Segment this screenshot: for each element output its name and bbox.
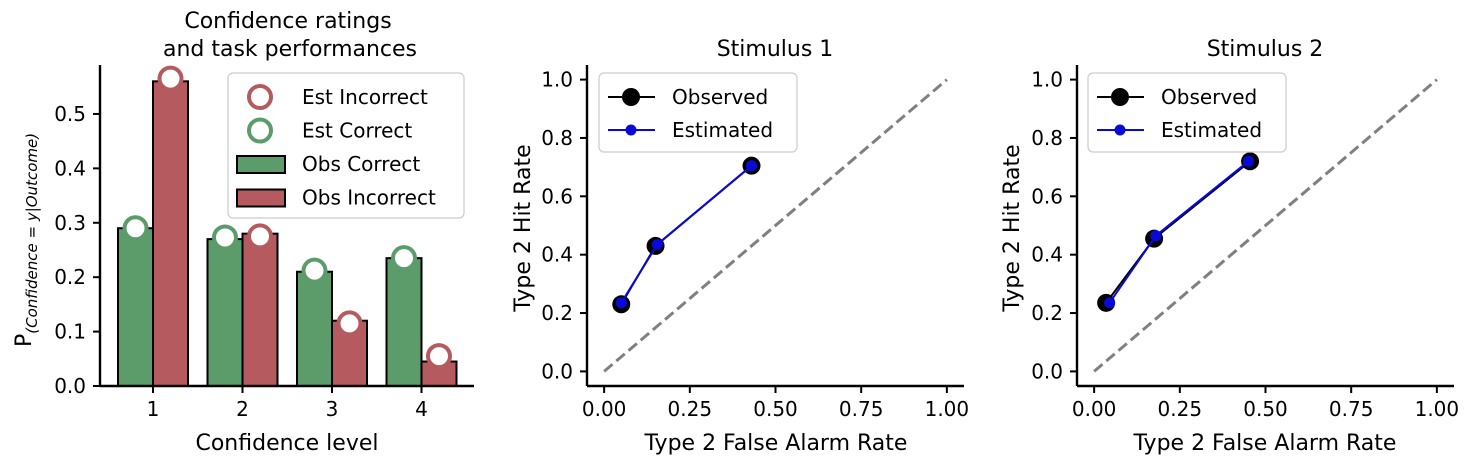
estimated-point [1104,297,1116,309]
y-tick-label: 0.2 [1031,301,1063,325]
y-tick-label: 0.4 [541,243,573,267]
roc-legend [598,72,798,153]
x-tick-label: 0.00 [582,397,627,421]
x-tick-label: 0.00 [1072,397,1117,421]
x-tick-label: 2 [236,397,249,421]
legend-marker [1111,88,1129,106]
y-tick-label: 0.3 [54,211,86,235]
x-tick-label: 1.00 [1415,397,1460,421]
bar-obs-correct [385,257,423,388]
x-tick-label: 0.75 [1329,397,1374,421]
bar-obs-correct [206,238,244,387]
legend-label: Observed [672,85,768,109]
x-tick-label: 0.75 [839,397,884,421]
y-tick-label: 0.6 [541,184,573,208]
marker-est-incorrect [426,343,452,370]
legend-marker [625,124,637,136]
legend-marker [622,88,640,106]
y-tick-label: 0.0 [1031,359,1063,383]
marker-est-correct [301,257,328,284]
estimated-line [1108,160,1249,304]
x-tick-label: 0.50 [1243,397,1288,421]
bar-chart-title-line2: and task performances [163,37,417,62]
observed-line [1105,160,1251,304]
bar-chart-y-axis-label: P(Confidence = y|Outcome) [12,133,41,347]
legend-label: Obs Incorrect [302,186,436,210]
marker-est-incorrect [247,223,273,250]
legend-label: Est Correct [302,119,412,143]
y-tick-label: 0.0 [541,359,573,383]
chance-diagonal-line [1093,78,1438,373]
y-tick-label: 1.0 [1031,68,1063,92]
legend-label: Observed [1161,85,1257,109]
y-label-subscript: (Confidence = y|Outcome) [23,133,41,334]
y-tick-label: 0.8 [1031,126,1063,150]
stimulus-1-y-axis-label: Type 2 Hit Rate [511,144,536,312]
bar-chart-title-line1: Confidence ratings [184,9,391,34]
roc-legend [1087,72,1287,153]
marker-est-correct [391,245,417,272]
bar-obs-correct [117,227,154,387]
stimulus-1-x-axis-label: Type 2 False Alarm Rate [644,431,908,456]
y-label-main: P [12,334,37,347]
y-tick-label: 0.2 [54,265,86,289]
legend-swatch [236,155,286,174]
y-tick-label: 0.8 [541,126,573,150]
estimated-point [615,297,627,309]
svg-text:P(Confidence = y|Outcome): P(Confidence = y|Outcome) [12,133,41,347]
stimulus-1-title: Stimulus 1 [717,37,834,62]
x-tick-label: 4 [415,397,428,421]
x-tick-label: 1.00 [925,397,970,421]
bar-panel: Confidence ratings and task performances… [12,9,474,456]
stimulus-2-title: Stimulus 2 [1207,37,1324,62]
marker-est-correct [212,224,238,251]
marker-est-correct [122,215,149,242]
y-tick-label: 1.0 [541,68,573,92]
roc-panel-stimulus-2: Stimulus 2 0.00 0.25 0.50 0.75 1.00 0.0 0.2 0.4… [1000,37,1459,456]
marker-est-incorrect [157,65,184,92]
y-tick-label: 0.4 [1031,243,1063,267]
roc-panel-stimulus-1: Stimulus 1 0.00 0.25 0.50 0.75 1.00 0.0 0.2 0.4… [511,37,969,456]
legend-swatch [236,188,286,208]
legend-label: Estimated [672,118,773,142]
estimated-point [1242,155,1254,167]
estimated-point [746,160,758,172]
y-tick-label: 0.2 [541,301,573,325]
legend-label: Obs Correct [302,152,420,176]
x-tick-label: 1 [147,397,160,421]
y-tick-label: 0.0 [54,374,86,398]
bar-chart-legend [227,72,465,219]
estimated-line [620,164,753,304]
marker-est-incorrect [336,310,363,337]
y-tick-label: 0.5 [54,102,86,126]
y-tick-label: 0.6 [1031,184,1063,208]
y-tick-label: 0.4 [54,156,86,180]
chance-diagonal-line [603,78,948,373]
bar-obs-incorrect [152,80,189,388]
estimated-point [651,238,663,250]
x-tick-label: 3 [326,397,339,421]
x-tick-label: 0.50 [753,397,798,421]
stimulus-2-y-axis-label: Type 2 Hit Rate [1000,144,1025,312]
legend-marker [1114,124,1126,136]
legend-marker [247,84,273,110]
legend-label: Est Incorrect [302,85,428,109]
x-tick-label: 0.25 [668,397,713,421]
stimulus-2-x-axis-label: Type 2 False Alarm Rate [1133,431,1397,456]
bar-obs-incorrect [241,232,279,387]
y-tick-label: 0.1 [54,320,86,344]
legend-marker [247,117,273,144]
observed-line [620,164,753,305]
estimated-point [1150,230,1162,242]
x-tick-label: 0.25 [1158,397,1203,421]
bar-obs-correct [296,270,333,387]
legend-label: Estimated [1161,118,1262,142]
bar-chart-x-axis-label: Confidence level [195,431,378,456]
